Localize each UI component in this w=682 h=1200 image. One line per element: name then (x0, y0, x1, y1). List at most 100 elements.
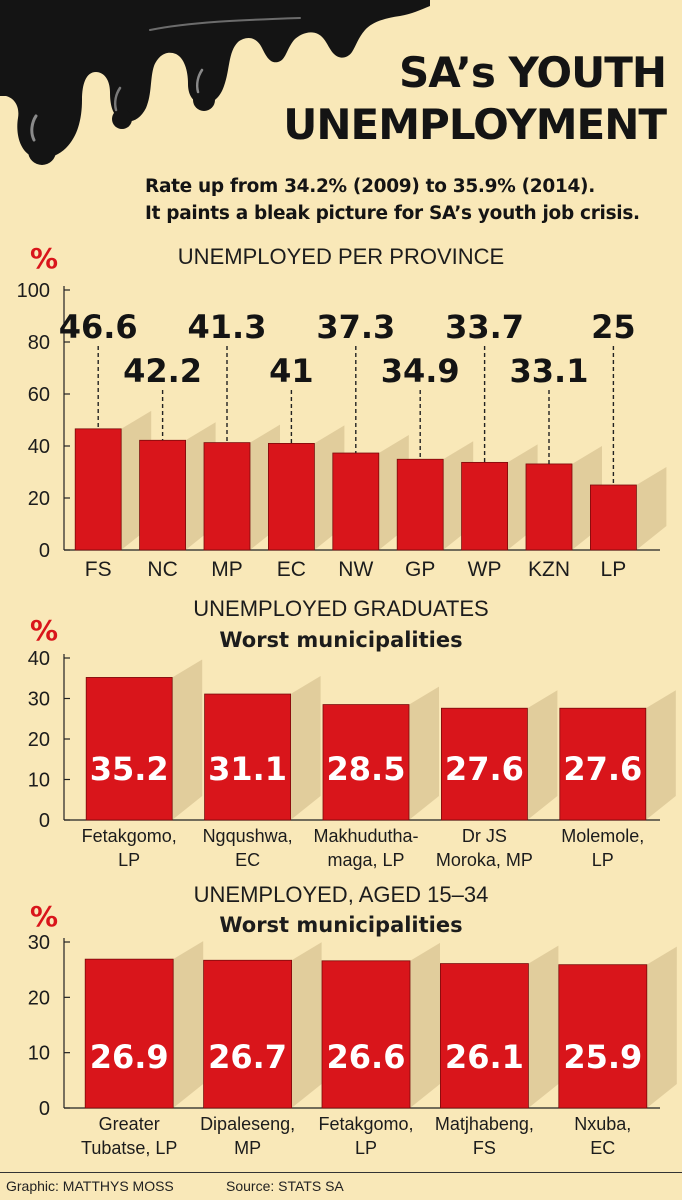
y-axis-unit-label: % (30, 900, 58, 933)
category-label: Nxuba, (574, 1114, 631, 1134)
bar-shadow (410, 942, 440, 1108)
oil-highlight (149, 17, 301, 31)
oil-highlight (195, 68, 204, 94)
bar-shadow (172, 659, 203, 820)
category-label: FS (85, 558, 112, 581)
data-label: 28.5 (327, 750, 406, 788)
category-label: Moroka, MP (436, 850, 533, 870)
category-label: Molemole, (561, 826, 644, 846)
category-label: Dipaleseng, (200, 1114, 295, 1134)
data-label: 34.9 (381, 352, 460, 390)
main-title-line-1: SA’s YOUTH (399, 48, 667, 97)
data-label: 46.6 (59, 308, 138, 346)
oil-drop (193, 89, 215, 111)
bar-shadow (409, 686, 439, 820)
data-label: 25.9 (563, 1038, 642, 1076)
category-label: maga, LP (327, 850, 404, 870)
category-label: KZN (528, 558, 570, 581)
y-tick-label: 30 (28, 932, 50, 954)
bar (85, 677, 173, 821)
data-label: 26.7 (208, 1038, 287, 1076)
category-label: FS (473, 1138, 496, 1158)
category-label: Ngqushwa, (203, 826, 293, 846)
data-label: 25 (591, 308, 636, 346)
category-label: Makhudutha- (313, 826, 418, 846)
bar (590, 484, 637, 551)
y-tick-label: 60 (28, 384, 50, 406)
bar-shadow (290, 676, 321, 820)
y-tick-label: 0 (39, 1098, 50, 1120)
chart-title: UNEMPLOYED PER PROVINCE (178, 244, 504, 269)
y-tick-label: 80 (28, 332, 50, 354)
category-label: EC (235, 850, 260, 870)
bar (558, 964, 648, 1109)
bar (396, 458, 444, 551)
category-label: NW (338, 558, 373, 581)
data-label: 37.3 (316, 308, 395, 346)
y-axis-unit-label: % (30, 614, 58, 647)
category-label: LP (592, 850, 614, 870)
bar-shadow (528, 945, 559, 1108)
category-label: MP (234, 1138, 261, 1158)
oil-drip-graphic (0, 0, 430, 165)
chart-title: UNEMPLOYED, AGED 15–34 (194, 882, 489, 907)
data-label: 26.6 (327, 1038, 406, 1076)
bar (74, 428, 122, 551)
category-label: WP (468, 558, 502, 581)
bar (525, 463, 573, 551)
bar (204, 693, 292, 821)
category-label: Greater (99, 1114, 160, 1134)
chart-unemployed-graduates: UNEMPLOYED GRADUATES Worst municipalities… (28, 596, 676, 870)
y-tick-label: 30 (28, 689, 50, 711)
category-label: LP (118, 850, 140, 870)
data-label: 27.6 (563, 750, 642, 788)
category-label: Dr JS (462, 826, 507, 846)
data-label: 41.3 (188, 308, 267, 346)
footer-credit: Graphic: MATTHYS MOSS (6, 1178, 174, 1194)
data-label: 31.1 (208, 750, 287, 788)
data-label: 26.9 (90, 1038, 169, 1076)
oil-highlight (113, 86, 122, 112)
footer-source: Source: STATS SA (226, 1178, 344, 1194)
bar (439, 963, 529, 1109)
data-label: 26.1 (445, 1038, 524, 1076)
chart-subtitle: Worst municipalities (219, 628, 462, 652)
subtitle-line-1: Rate up from 34.2% (2009) to 35.9% (2014… (145, 176, 595, 197)
category-label: EC (590, 1138, 615, 1158)
data-label: 33.7 (445, 308, 524, 346)
category-label: LP (601, 558, 627, 581)
category-label: Matjhabeng, (435, 1114, 534, 1134)
category-label: GP (405, 558, 435, 581)
y-tick-label: 0 (39, 540, 50, 562)
category-label: Tubatse, LP (81, 1138, 177, 1158)
oil-drip-shape (0, 0, 430, 159)
category-label: NC (147, 558, 177, 581)
y-axis-unit-label: % (30, 242, 58, 275)
oil-drop (112, 109, 132, 129)
bar (203, 959, 293, 1109)
footer-divider (0, 1172, 682, 1173)
bar (322, 704, 410, 821)
main-title-line-2: UNEMPLOYMENT (283, 100, 667, 149)
bar (321, 960, 411, 1109)
y-tick-label: 0 (39, 810, 50, 832)
bar (461, 461, 509, 551)
y-tick-label: 10 (28, 770, 50, 792)
y-tick-label: 40 (28, 436, 50, 458)
bar (267, 442, 315, 551)
chart-subtitle: Worst municipalities (219, 913, 462, 937)
subtitle-line-2: It paints a bleak picture for SA’s youth… (145, 203, 640, 224)
oil-highlight (30, 114, 38, 142)
category-label: Fetakgomo, (82, 826, 177, 846)
category-label: MP (211, 558, 243, 581)
category-label: Fetakgomo, (318, 1114, 413, 1134)
bar (332, 452, 380, 551)
bar (84, 958, 174, 1109)
bar-shadow (173, 941, 204, 1108)
bar-shadow (646, 946, 677, 1108)
y-tick-label: 20 (28, 488, 50, 510)
data-label: 35.2 (90, 750, 169, 788)
bar-shadow (291, 942, 322, 1108)
bar (559, 707, 647, 821)
y-tick-label: 10 (28, 1043, 50, 1065)
